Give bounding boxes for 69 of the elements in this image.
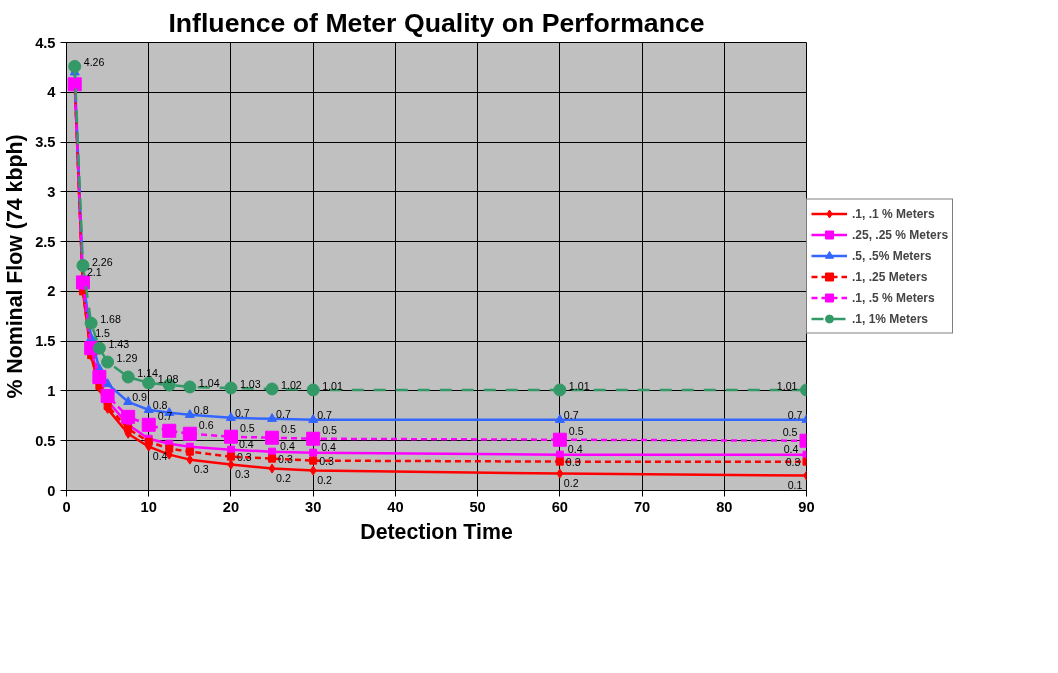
- chart-title: Influence of Meter Quality on Performance: [168, 7, 705, 38]
- y-tick-label: 4: [47, 84, 57, 101]
- data-label: 0.4: [321, 440, 337, 453]
- data-label: 1.02: [281, 378, 302, 391]
- data-label: 1.01: [568, 379, 590, 392]
- x-tick-label: 80: [716, 498, 733, 515]
- data-label: 0.9: [132, 390, 148, 403]
- data-label: 0.7: [563, 408, 579, 421]
- data-label: 0.2: [317, 473, 333, 486]
- legend-label: .5, .5% Meters: [852, 248, 932, 263]
- data-label: 0.5: [239, 421, 255, 434]
- data-label: 0.8: [152, 398, 168, 411]
- legend-label: .25, .25 % Meters: [852, 227, 949, 242]
- y-tick-label: 1.5: [35, 333, 56, 350]
- y-tick-label: 0: [47, 482, 56, 499]
- data-label: 1.01: [322, 379, 343, 392]
- y-tick-label: 0.5: [35, 432, 56, 449]
- y-tick-label: 1: [47, 382, 56, 399]
- x-tick-label: 70: [633, 498, 651, 515]
- data-label: 0.3: [234, 467, 250, 480]
- data-label: 1.04: [198, 376, 220, 389]
- y-tick-label: 3: [47, 183, 56, 200]
- data-label: 0.5: [568, 424, 584, 437]
- y-tick-label: 4.5: [35, 34, 56, 51]
- y-axis-title: % Nominal Flow (74 kbph): [3, 134, 28, 399]
- x-tick-label: 10: [140, 498, 157, 515]
- data-label: 0.2: [276, 471, 291, 484]
- x-axis-title: Detection Time: [360, 519, 513, 544]
- data-label: 0.7: [157, 409, 173, 422]
- data-label: 0.1: [787, 478, 803, 491]
- data-label: 0.7: [276, 407, 291, 420]
- data-label: 0.3: [193, 462, 209, 475]
- x-tick-label: 40: [387, 498, 404, 515]
- data-label: 0.5: [782, 425, 798, 438]
- data-label: 0.5: [281, 422, 296, 435]
- legend-label: .1, .5 % Meters: [852, 290, 935, 305]
- x-tick-label: 20: [222, 498, 240, 515]
- x-tick-label: 50: [469, 498, 486, 515]
- data-label: 0.4: [280, 439, 295, 452]
- data-label: 0.4: [567, 442, 583, 455]
- y-tick-label: 2: [47, 283, 56, 300]
- data-label: 1.03: [239, 377, 261, 390]
- y-tick-label: 2.5: [35, 233, 56, 250]
- data-label: 1.5: [95, 327, 111, 340]
- data-label: 0.7: [234, 406, 250, 419]
- data-label: 0.3: [319, 454, 335, 467]
- x-tick-label: 90: [798, 498, 815, 515]
- data-label: 0.2: [563, 476, 579, 489]
- data-label: 0.8: [193, 403, 209, 416]
- data-label: 0.7: [787, 408, 803, 421]
- data-label: 0.6: [198, 418, 214, 431]
- data-label: 2.1: [86, 266, 102, 279]
- data-label: 1.01: [776, 379, 798, 392]
- data-label: 2.26: [91, 255, 113, 268]
- data-label: 1.08: [157, 372, 179, 385]
- data-label: 4.26: [83, 56, 105, 69]
- legend-label: .1, .25 Meters: [852, 269, 928, 284]
- data-label: 0.4: [152, 449, 168, 462]
- x-tick-label: 0: [62, 498, 71, 515]
- data-label: 0.7: [317, 408, 333, 421]
- x-tick-label: 60: [551, 498, 568, 515]
- y-tick-label: 3.5: [35, 134, 56, 151]
- x-tick-label: 30: [305, 498, 322, 515]
- legend-label: .1, 1% Meters: [852, 311, 929, 326]
- data-label: 0.5: [322, 423, 338, 436]
- legend-label: .1, .1 % Meters: [852, 206, 935, 221]
- data-label: 1.29: [116, 352, 138, 365]
- data-label: 0.4: [783, 442, 799, 455]
- data-label: 1.68: [100, 313, 121, 326]
